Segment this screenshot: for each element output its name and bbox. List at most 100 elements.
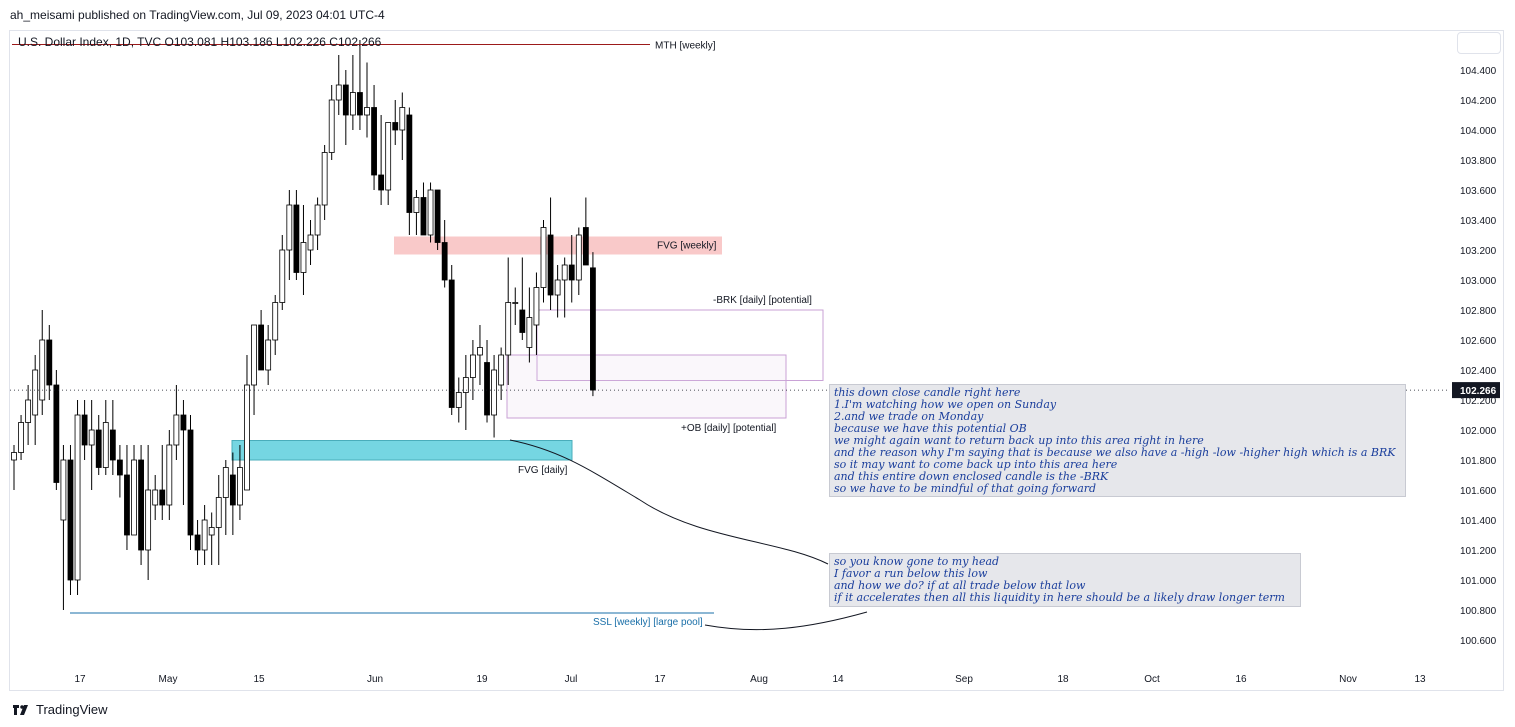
footer: TradingView: [12, 702, 108, 717]
y-tick-label: 104.000: [1460, 126, 1497, 137]
y-tick-label: 100.800: [1460, 606, 1497, 617]
candle: [357, 40, 363, 130]
candle: [349, 55, 356, 130]
x-tick-label: 16: [1235, 674, 1247, 685]
candle: [60, 445, 67, 610]
candle-body-up: [385, 122, 392, 191]
candle: [568, 235, 575, 303]
candle: [272, 295, 279, 355]
candle-body-down: [46, 339, 53, 386]
candle-body-down: [582, 227, 589, 266]
candle: [229, 452, 236, 535]
annotation-zones: FVG [weekly] FVG [daily] -BRK [daily] [pot…: [231, 236, 824, 476]
candle-body-down: [392, 122, 399, 131]
candle-body-up: [526, 317, 533, 348]
commentary-note-1: this down close candle right here 1.I'm w…: [829, 384, 1406, 497]
x-tick-label: May: [159, 674, 178, 685]
candle-body-up: [462, 377, 469, 393]
candle-body-up: [575, 234, 582, 281]
candle-body-up: [102, 422, 109, 468]
candle-body-up: [477, 347, 483, 356]
note-line: if it accelerates then all this liquidit…: [834, 591, 1285, 604]
chart-settings-button[interactable]: [1457, 32, 1501, 54]
candle: [300, 205, 307, 295]
commentary-note-2: so you know gone to my head I favor a run…: [829, 553, 1301, 607]
candle: [201, 505, 208, 565]
chart-frame: [9, 30, 1504, 691]
candle-body-up: [244, 384, 250, 491]
y-tick-label: 103.000: [1460, 276, 1497, 287]
note-line: so you know gone to my head: [834, 555, 1000, 568]
candle: [335, 55, 342, 115]
candle: [95, 415, 102, 475]
y-tick-label: 102.400: [1460, 366, 1497, 377]
candle: [74, 400, 81, 595]
note-line: and how we do? if at all trade below tha…: [834, 579, 1086, 592]
candle-body-down: [406, 114, 413, 213]
current-price-label: 102.266: [1460, 386, 1497, 397]
candle: [159, 445, 166, 520]
candle-body-up: [131, 459, 137, 536]
candle-body-up: [166, 444, 173, 506]
candle-body-down: [568, 264, 575, 281]
candle-body-up: [237, 467, 243, 506]
candle: [575, 227, 582, 295]
candle-body-down: [420, 197, 427, 236]
candle: [265, 325, 272, 385]
candle-body-up: [201, 519, 208, 551]
x-tick-label: Sep: [955, 674, 973, 685]
x-tick-label: 19: [476, 674, 488, 685]
candle-body-up: [265, 339, 272, 371]
candle: [392, 100, 399, 145]
candle-body-down: [441, 242, 448, 281]
candle-body-up: [455, 392, 462, 408]
candle: [385, 122, 392, 205]
freehand-curve-2: [704, 611, 868, 631]
candle: [582, 197, 589, 266]
y-tick-label: 101.800: [1460, 456, 1497, 467]
candle-body-up: [32, 369, 39, 416]
candle: [244, 355, 250, 491]
candle-body-up: [173, 414, 180, 446]
candle-body-up: [152, 489, 159, 506]
candle: [39, 310, 46, 415]
candle: [46, 325, 53, 400]
candle-body-up: [74, 414, 81, 581]
candle-body-down: [448, 279, 455, 408]
candle-body-up: [307, 234, 314, 251]
ssl-weekly-label: SSL [weekly] [large pool]: [593, 617, 703, 628]
candle-body-down: [117, 459, 123, 476]
candle: [519, 257, 526, 340]
candle: [314, 197, 321, 250]
candle: [406, 107, 413, 235]
candle-body-down: [95, 429, 102, 468]
brk-daily-label: -BRK [daily] [potential]: [713, 295, 812, 306]
candle-body-up: [88, 429, 95, 446]
candle-body-up: [399, 107, 406, 131]
candle-body-down: [159, 489, 166, 506]
y-tick-label: 101.000: [1460, 576, 1497, 587]
candle-body-up: [469, 354, 476, 378]
mth-weekly-label: MTH [weekly]: [655, 41, 716, 52]
candle: [441, 220, 448, 288]
candle: [145, 445, 152, 580]
candle-body-up: [364, 107, 370, 116]
candle-body-up: [215, 497, 222, 528]
candle: [448, 265, 455, 415]
note-line: we might again want to return back up in…: [834, 434, 1204, 447]
ob-daily-box: [506, 354, 787, 419]
y-tick-label: 100.600: [1460, 636, 1497, 647]
candle: [173, 385, 180, 460]
note-line: so it may want to come back up into this…: [834, 458, 1118, 471]
candle: [194, 520, 201, 565]
candle-body-up: [349, 92, 356, 116]
candle-body-down: [371, 107, 377, 176]
candle-body-down: [378, 174, 385, 191]
candle-body-up: [11, 452, 17, 461]
candle: [328, 85, 335, 160]
candle: [484, 340, 490, 423]
candle-body-down: [53, 384, 60, 483]
x-tick-label: 17: [74, 674, 86, 685]
note-line: 1.I'm watching how we open on Sunday: [834, 398, 1057, 411]
